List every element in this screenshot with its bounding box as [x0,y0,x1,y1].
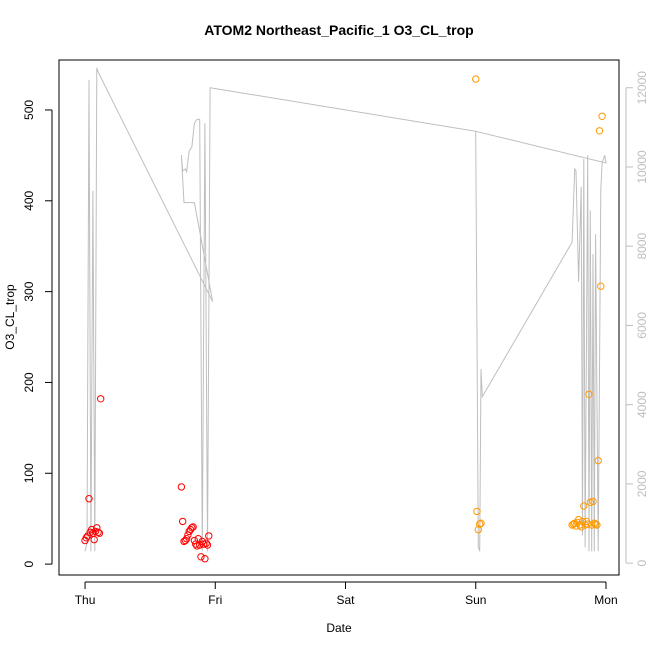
data-point-red-17 [182,535,191,543]
data-point-orange-1 [473,507,481,516]
series-gray-line [84,67,607,552]
data-point-orange-12 [577,523,585,531]
plot-layer [81,67,607,563]
data-point-red-5 [87,525,96,534]
data-point-orange-3 [476,520,484,528]
data-point-orange-26 [595,127,604,135]
data-point-orange-4 [477,519,485,527]
data-point-red-3 [85,495,93,503]
plot-frame [58,59,620,576]
data-point-orange-21 [589,497,597,506]
y2-tick-label-6: 12000 [635,71,649,105]
y-tick-label-2: 200 [22,372,36,392]
data-point-red-13 [177,483,186,491]
data-point-red-14 [179,517,187,526]
y2-tick-label-1: 2000 [635,470,649,497]
y-tick-label-1: 100 [22,463,36,483]
data-point-orange-23 [591,520,600,528]
data-point-orange-14 [580,502,588,510]
data-point-red-11 [95,529,104,537]
y2-tick-label-2: 4000 [635,391,649,418]
chart-title: ATOM2 Northeast_Pacific_1 O3_CL_trop [204,22,473,38]
y2-tick-label-3: 6000 [635,312,649,339]
data-point-red-31 [201,555,209,563]
x-axis-label: Date [326,621,352,635]
axes-layer: Thu Fri Sat Sun Mon 0 100 200 300 400 500 0 2000 4000… [22,71,649,607]
y-tick-label-5: 500 [22,100,36,120]
data-point-red-1 [82,534,91,542]
data-point-orange-10 [574,515,583,524]
x-tick-label-3: Sun [465,593,486,607]
x-tick-label-2: Sat [337,593,356,607]
y-tick-label-4: 400 [22,190,36,210]
data-point-red-34 [205,532,213,540]
x-tick-label-4: Mon [594,593,617,607]
data-point-red-22 [189,523,197,531]
data-point-red-32 [202,539,210,547]
data-point-red-7 [90,535,98,544]
data-point-orange-25 [594,456,602,465]
y2-tick-label-4: 8000 [635,233,649,260]
data-point-red-12 [97,395,105,403]
data-point-red-10 [94,528,102,536]
data-point-orange-2 [474,525,482,534]
data-point-orange-18 [585,390,593,398]
data-point-orange-0 [472,75,480,83]
data-point-orange-24 [593,521,601,529]
data-point-red-21 [188,524,196,532]
data-point-orange-8 [572,522,580,530]
y-tick-label-3: 300 [22,281,36,301]
data-point-red-33 [203,541,212,549]
x-tick-label-1: Fri [208,593,222,607]
y-tick-label-0: 0 [22,560,36,567]
y-axis-label: O3_CL_trop [3,284,17,350]
data-point-orange-28 [598,112,606,121]
data-point-orange-27 [597,282,605,290]
data-point-red-28 [197,553,205,561]
x-tick-label-0: Thu [75,593,96,607]
y2-tick-label-0: 0 [635,559,649,566]
y2-tick-label-5: 10000 [635,150,649,184]
